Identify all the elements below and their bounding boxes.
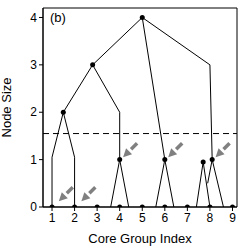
svg-text:5: 5 (139, 211, 146, 225)
svg-text:Core Group Index: Core Group Index (88, 231, 192, 246)
svg-text:2: 2 (71, 211, 78, 225)
svg-text:Node Size: Node Size (0, 78, 14, 138)
svg-text:3: 3 (30, 58, 37, 72)
html-text:(b): (b) (50, 10, 66, 25)
svg-text:6: 6 (161, 211, 168, 225)
svg-text:0: 0 (30, 200, 37, 214)
svg-text:8: 8 (207, 211, 214, 225)
svg-text:3: 3 (94, 211, 101, 225)
svg-text:1: 1 (49, 211, 56, 225)
svg-text:4: 4 (116, 211, 123, 225)
svg-text:4: 4 (30, 11, 37, 25)
svg-text:7: 7 (184, 211, 191, 225)
svg-text:9: 9 (229, 211, 236, 225)
svg-text:1: 1 (30, 153, 37, 167)
svg-text:2: 2 (30, 105, 37, 119)
